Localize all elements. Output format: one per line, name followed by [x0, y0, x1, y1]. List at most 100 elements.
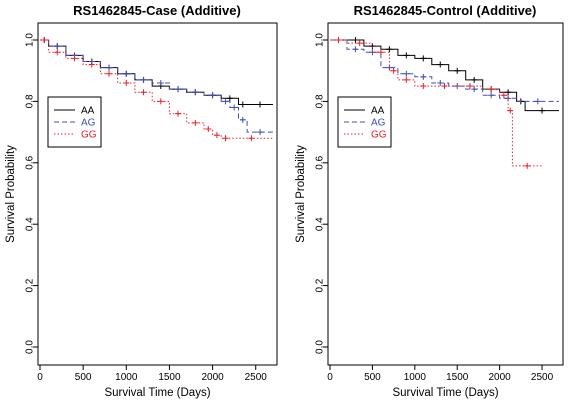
legend-label: AG — [81, 118, 96, 129]
censor-mark — [257, 101, 264, 108]
chart-title: RS1462845-Control (Additive) — [354, 3, 537, 18]
legend-label: AG — [371, 118, 386, 129]
series-line-gg — [330, 39, 542, 167]
censor-mark — [205, 126, 212, 133]
x-tick-label: 2000 — [201, 372, 224, 383]
censor-mark — [140, 76, 147, 83]
censor-mark — [157, 79, 164, 86]
censor-mark — [209, 92, 216, 99]
censor-mark — [403, 76, 410, 83]
censor-mark — [157, 98, 164, 105]
x-tick-label: 1000 — [115, 372, 138, 383]
y-tick-label: 0.0 — [25, 340, 36, 354]
censor-mark — [71, 55, 78, 62]
x-tick-label: 1000 — [404, 372, 427, 383]
censor-mark — [192, 89, 199, 96]
y-tick-label: 0.2 — [25, 278, 36, 292]
y-tick-label: 0.4 — [315, 217, 326, 231]
legend-label: GG — [371, 130, 387, 141]
x-tick-label: 0 — [37, 372, 43, 383]
y-tick-label: 0.8 — [25, 94, 36, 108]
censor-mark — [390, 67, 397, 74]
censor-mark — [507, 107, 514, 114]
x-tick-label: 0 — [327, 372, 333, 383]
censor-mark — [257, 129, 264, 136]
censor-mark — [175, 86, 182, 93]
y-tick-label: 1.0 — [315, 33, 326, 47]
censor-mark — [106, 64, 113, 71]
y-tick-label: 0.8 — [315, 94, 326, 108]
x-axis-label: Survival Time (Days) — [392, 387, 498, 399]
y-tick-label: 0.6 — [25, 155, 36, 169]
series-line-aa — [330, 39, 559, 112]
censor-mark — [539, 107, 546, 114]
censor-mark — [420, 55, 427, 62]
censor-mark — [437, 79, 444, 86]
censor-mark — [213, 132, 220, 139]
censor-mark — [352, 46, 359, 53]
censor-mark — [403, 52, 410, 59]
x-tick-label: 2500 — [245, 372, 268, 383]
censor-mark — [123, 70, 130, 77]
censor-mark — [466, 83, 473, 90]
censor-mark — [420, 73, 427, 80]
censor-mark — [471, 86, 478, 93]
censor-mark — [222, 135, 229, 142]
censor-mark — [54, 43, 61, 50]
censor-mark — [239, 116, 246, 123]
censor-mark — [222, 98, 229, 105]
censor-mark — [386, 46, 393, 53]
censor-mark — [454, 67, 461, 74]
censor-mark — [352, 37, 359, 43]
x-tick-label: 500 — [75, 372, 92, 383]
y-axis-label: Survival Probability — [5, 145, 17, 243]
censor-mark — [239, 101, 246, 108]
censor-mark — [231, 104, 238, 111]
y-tick-label: 0.4 — [25, 217, 36, 231]
plot-frame — [327, 22, 564, 366]
x-tick-label: 500 — [364, 372, 381, 383]
series-line-aa — [40, 39, 273, 105]
chart-panel-0: RS1462845-Case (Additive) 0 500 1000 1500 200… — [5, 3, 278, 399]
y-tick-label: 0.2 — [315, 278, 326, 292]
censor-mark — [377, 49, 384, 56]
censor-mark — [54, 49, 61, 56]
censor-mark — [488, 86, 495, 93]
censor-mark — [356, 40, 363, 47]
plot-frame — [37, 22, 278, 366]
censor-mark — [123, 79, 130, 86]
chart-panel-1: RS1462845-Control (Additive) 0 500 1000 1500… — [295, 3, 564, 399]
censor-mark — [441, 83, 448, 90]
x-tick-label: 2500 — [531, 372, 554, 383]
x-tick-label: 1500 — [446, 372, 469, 383]
censor-mark — [420, 83, 427, 90]
x-tick-label: 1500 — [158, 372, 181, 383]
censor-mark — [106, 70, 113, 77]
chart-title: RS1462845-Case (Additive) — [73, 3, 241, 18]
censor-mark — [226, 95, 233, 102]
censor-mark — [248, 135, 255, 142]
censor-mark — [41, 37, 48, 43]
censor-mark — [505, 89, 512, 96]
y-tick-label: 1.0 — [25, 33, 36, 47]
censor-mark — [335, 37, 342, 43]
legend-box — [47, 96, 102, 148]
censor-mark — [471, 76, 478, 83]
censor-mark — [403, 70, 410, 77]
x-tick-label: 2000 — [489, 372, 512, 383]
censor-mark — [140, 89, 147, 96]
censor-mark — [192, 119, 199, 126]
y-axis-label: Survival Probability — [295, 145, 307, 243]
y-tick-label: 0.0 — [315, 340, 326, 354]
legend-label: AA — [371, 106, 385, 117]
censor-mark — [175, 110, 182, 117]
censor-mark — [524, 162, 531, 169]
censor-mark — [437, 61, 444, 68]
censor-mark — [500, 92, 507, 99]
censor-mark — [88, 61, 95, 68]
y-tick-label: 0.6 — [315, 155, 326, 169]
series-line-ag — [330, 39, 559, 102]
x-axis-label: Survival Time (Days) — [104, 387, 210, 399]
censor-mark — [488, 92, 495, 99]
